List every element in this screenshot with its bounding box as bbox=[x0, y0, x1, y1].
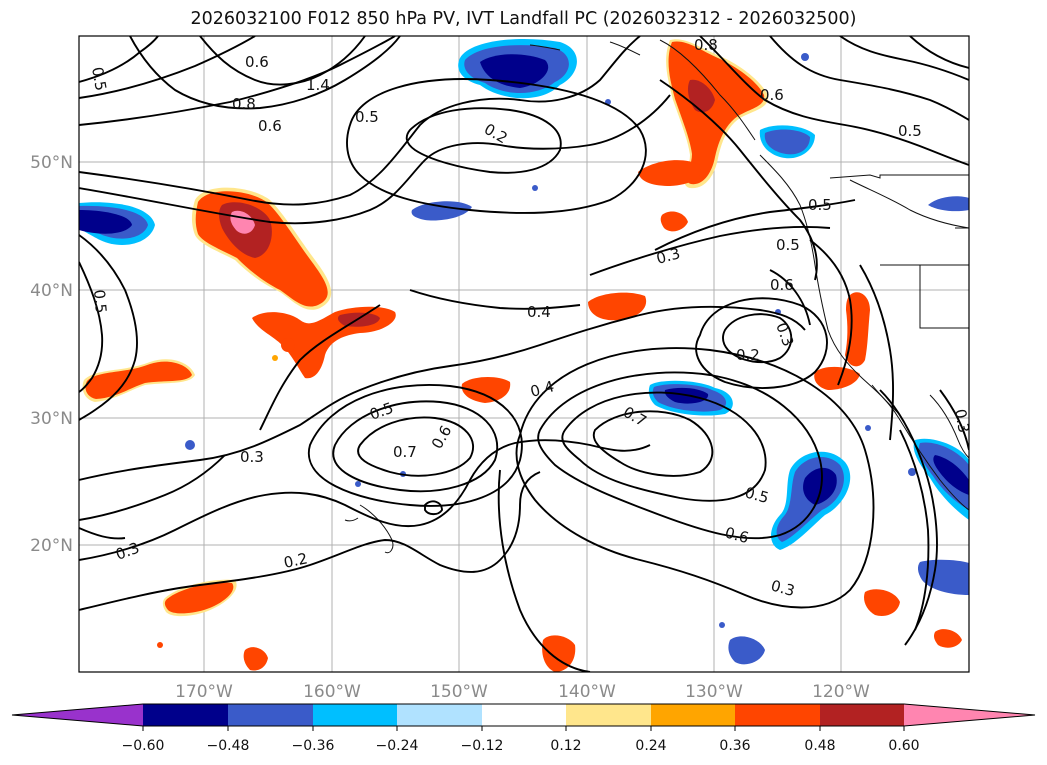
colorbar-swatch bbox=[228, 704, 313, 726]
colorbar-swatch bbox=[566, 704, 651, 726]
contour-label: 0.6 bbox=[770, 276, 794, 294]
colorbar-tick-label: 0.24 bbox=[635, 738, 666, 754]
negative-pv-regions bbox=[79, 38, 969, 665]
contour-label: 0.3 bbox=[769, 576, 797, 600]
map-title: 2026032100 F012 850 hPa PV, IVT Landfall… bbox=[190, 9, 857, 29]
contour-label: 0.3 bbox=[240, 448, 264, 466]
contour-label: 0.8 bbox=[694, 36, 718, 54]
colorbar-tick-label: 0.36 bbox=[719, 738, 750, 754]
colorbar-swatch bbox=[820, 704, 904, 726]
map-frame bbox=[78, 35, 970, 673]
contour-label: 0.4 bbox=[527, 303, 551, 321]
colorbar-swatch bbox=[397, 704, 482, 726]
lon-label-160w: 160°W bbox=[303, 682, 361, 702]
contour-label: 0.2 bbox=[736, 346, 760, 364]
lat-label-50n: 50°N bbox=[30, 153, 73, 173]
colorbar-tick-label: −0.36 bbox=[292, 738, 335, 754]
colorbar-swatch bbox=[143, 704, 228, 726]
colorbar-tick-label: 0.60 bbox=[888, 738, 919, 754]
lon-label-140w: 140°W bbox=[558, 682, 616, 702]
colorbar-swatch bbox=[651, 704, 735, 726]
contour-label: 0.5 bbox=[808, 196, 832, 214]
contour-label: 0.5 bbox=[898, 122, 922, 140]
colorbar-extend-low bbox=[12, 704, 143, 726]
contour-label: 0.5 bbox=[88, 66, 110, 93]
contour-label: 0.3 bbox=[654, 244, 682, 268]
colorbar-tick-label: −0.48 bbox=[207, 738, 250, 754]
contour-label: 1.4 bbox=[306, 76, 330, 94]
map-plot-area: 0.5 0.8 0.6 1.4 0.6 0.5 0.2 0.8 0.6 0.5 … bbox=[79, 36, 973, 672]
contour-label: 0.7 bbox=[393, 443, 417, 461]
colorbar-tick-label: 0.12 bbox=[550, 738, 581, 754]
colorbar-tick-label: 0.48 bbox=[804, 738, 835, 754]
lat-label-30n: 30°N bbox=[30, 409, 73, 429]
lon-label-130w: 130°W bbox=[685, 682, 743, 702]
colorbar-tick-label: −0.24 bbox=[376, 738, 419, 754]
contour-label: 0.8 bbox=[232, 95, 256, 113]
lon-label-150w: 150°W bbox=[430, 682, 488, 702]
longitude-labels: 170°W 160°W 150°W 140°W 130°W 120°W bbox=[175, 682, 870, 702]
contour-label: 0.5 bbox=[355, 108, 379, 126]
colorbar-swatch bbox=[735, 704, 820, 726]
contour-label: 0.2 bbox=[282, 549, 309, 572]
contour-label: 0.5 bbox=[90, 289, 110, 314]
colorbar-tick-label: −0.12 bbox=[461, 738, 504, 754]
lat-label-40n: 40°N bbox=[30, 281, 73, 301]
coastlines bbox=[344, 39, 969, 554]
contour-label: 0.6 bbox=[723, 523, 751, 547]
contour-label: 0.3 bbox=[951, 408, 973, 435]
pv-contours bbox=[79, 36, 969, 672]
contour-label: 0.5 bbox=[743, 483, 771, 507]
colorbar-tick-label: −0.60 bbox=[122, 738, 165, 754]
contour-label: 0.6 bbox=[258, 117, 282, 135]
colorbar-extend-high bbox=[904, 704, 1035, 726]
lat-label-20n: 20°N bbox=[30, 536, 73, 556]
contour-label: 0.6 bbox=[760, 86, 784, 104]
colorbar-swatch bbox=[313, 704, 397, 726]
colorbar: −0.60 −0.48 −0.36 −0.24 −0.12 0.12 0.24 … bbox=[11, 703, 1036, 754]
contour-label: 0.5 bbox=[776, 236, 800, 254]
colorbar-swatch bbox=[482, 704, 566, 726]
lon-label-120w: 120°W bbox=[812, 682, 870, 702]
contour-label: 0.6 bbox=[245, 53, 269, 71]
latitude-labels: 50°N 40°N 30°N 20°N bbox=[30, 153, 73, 556]
contour-label: 0.4 bbox=[528, 377, 556, 401]
lon-label-170w: 170°W bbox=[175, 682, 233, 702]
positive-pv-regions bbox=[82, 39, 962, 672]
